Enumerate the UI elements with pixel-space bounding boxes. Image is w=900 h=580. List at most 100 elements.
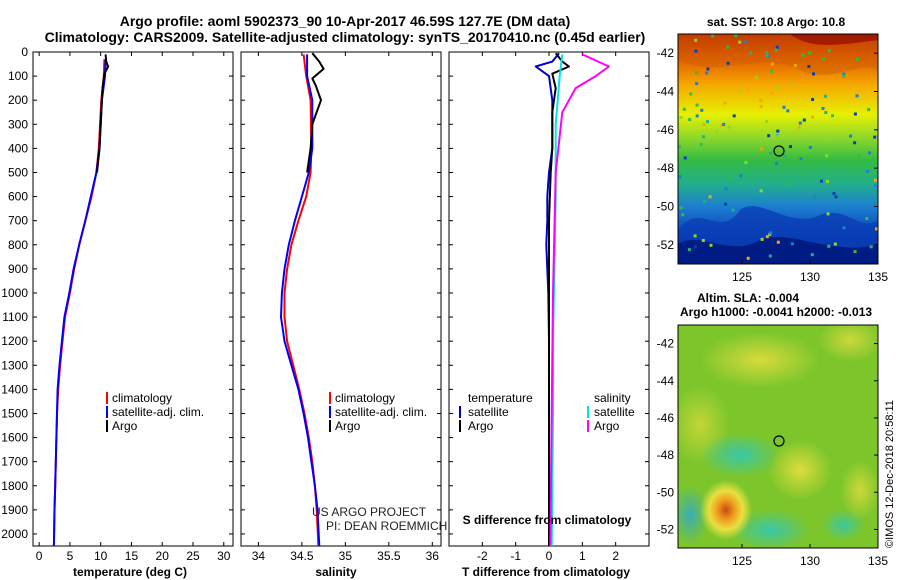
depth-tick-label: 300 — [8, 117, 28, 131]
series-line-argo — [306, 52, 325, 173]
map-y-tick-label: -44 — [657, 374, 675, 388]
sst-speckle — [853, 250, 857, 254]
sst-speckle — [767, 54, 771, 58]
sst-speckle — [808, 146, 812, 149]
map-y-tick-label: -46 — [657, 123, 675, 137]
sst-speckle — [728, 174, 732, 178]
temperature-chart: 0 5 10 15 20 25 30 — [33, 51, 233, 563]
sst-speckle — [857, 170, 861, 174]
depth-tick-label: 100 — [8, 69, 28, 83]
sst-speckle — [681, 213, 685, 217]
legend-climatology-label: climatology — [335, 391, 395, 405]
sst-speckle — [831, 114, 834, 118]
sst-speckle — [703, 200, 707, 204]
sst-speckle — [827, 49, 831, 53]
depth-tick-label: 1700 — [1, 455, 28, 469]
sst-speckle — [827, 244, 831, 248]
x-tick-label: -2 — [477, 549, 488, 563]
map-y-tick-label: -52 — [657, 238, 675, 252]
sst-speckle — [708, 195, 712, 199]
sst-speckle — [787, 182, 791, 186]
imos-watermark: ©IMOS 12-Dec-2018 20:58:11 — [884, 400, 896, 548]
sst-speckle — [701, 239, 705, 242]
sst-speckle — [789, 145, 792, 149]
map-x-tick-label: 130 — [800, 270, 820, 284]
sst-speckle — [749, 51, 753, 55]
salinity-axis-label: salinity — [315, 565, 357, 579]
map-y-tick-label: -50 — [657, 485, 675, 499]
sst-speckle — [726, 135, 730, 139]
sst-speckle — [821, 168, 825, 172]
legend-sal-argo-label: Argo — [594, 419, 620, 433]
sst-speckle — [782, 105, 786, 109]
sst-speckle — [811, 98, 814, 101]
depth-tick-label: 900 — [8, 262, 28, 276]
legend-temp-argo-label: Argo — [468, 419, 494, 433]
map-y-tick-label: -50 — [657, 200, 675, 214]
sst-speckle — [824, 138, 828, 141]
sst-speckle — [701, 135, 705, 139]
sst-speckle — [855, 94, 859, 98]
sst-speckle — [746, 256, 750, 260]
sst-map — [678, 34, 878, 264]
credit-line-1: US ARGO PROJECT — [312, 505, 427, 519]
sst-speckle — [820, 179, 823, 183]
temperature-axis-label: temperature (deg C) — [73, 565, 187, 579]
sst-speckle — [760, 147, 764, 151]
map-x-tick-label: 135 — [868, 554, 888, 568]
depth-tick-label: 1600 — [1, 431, 28, 445]
t-difference-axis-label: T difference from climatology — [462, 565, 630, 579]
sla-argo-location-marker — [773, 435, 785, 447]
sst-speckle — [744, 160, 748, 164]
sst-speckle — [790, 83, 794, 87]
x-tick-label: 2 — [612, 549, 619, 563]
sst-speckle — [783, 154, 787, 158]
sst-speckle — [759, 105, 763, 109]
sst-speckle — [793, 64, 797, 68]
x-tick-label: 0 — [36, 549, 43, 563]
sst-speckle — [695, 114, 699, 118]
sst-speckle — [693, 245, 697, 249]
sst-speckle — [842, 74, 846, 78]
sst-speckle — [694, 71, 698, 75]
sst-speckle — [769, 151, 773, 155]
map-y-tick-label: -48 — [657, 448, 675, 462]
sst-speckle — [699, 143, 703, 146]
sst-speckle — [874, 178, 877, 182]
salinity-legend: climatology satellite-adj. clim. Argo — [329, 391, 427, 433]
depth-tick-label: 1100 — [2, 310, 28, 324]
sst-speckle — [724, 202, 728, 206]
sst-map-title: sat. SST: 10.8 Argo: 10.8 — [707, 15, 846, 29]
sst-speckle — [865, 169, 869, 173]
sst-speckle — [738, 40, 742, 44]
sla-map-title-line-1: Altim. SLA: -0.004 — [697, 291, 799, 305]
sst-speckle — [739, 89, 743, 93]
depth-axis: 0 100 200 300 400 500 600 700 800 900 1000 1100 1200… — [1, 45, 28, 541]
x-tick-label: 34 — [252, 549, 266, 563]
sst-speckle — [706, 120, 709, 124]
series-line-satellite-adj-clim- — [280, 54, 321, 547]
sst-speckle — [865, 217, 869, 220]
sst-speckle — [812, 72, 815, 76]
sst-speckle — [811, 115, 815, 119]
sst-speckle — [874, 184, 878, 188]
sst-speckle — [776, 135, 780, 138]
sst-speckle — [770, 62, 774, 66]
x-tick-label: 35 — [339, 549, 353, 563]
sst-speckle — [711, 34, 715, 38]
sst-speckle — [834, 195, 838, 199]
sst-speckle — [695, 103, 699, 107]
sst-speckle — [799, 157, 803, 161]
sst-speckle — [715, 129, 719, 133]
depth-tick-label: 1400 — [1, 382, 28, 396]
sst-speckle — [816, 208, 820, 212]
sst-speckle — [775, 45, 779, 49]
temperature-panel-frame — [32, 51, 234, 547]
x-tick-label: 25 — [186, 549, 200, 563]
sst-speckle — [775, 86, 779, 90]
map-y-tick-label: -42 — [657, 46, 675, 60]
sst-speckle — [833, 242, 837, 246]
sst-speckle — [853, 141, 857, 145]
sst-argo-location-marker — [773, 145, 785, 157]
sst-speckle — [727, 125, 731, 129]
